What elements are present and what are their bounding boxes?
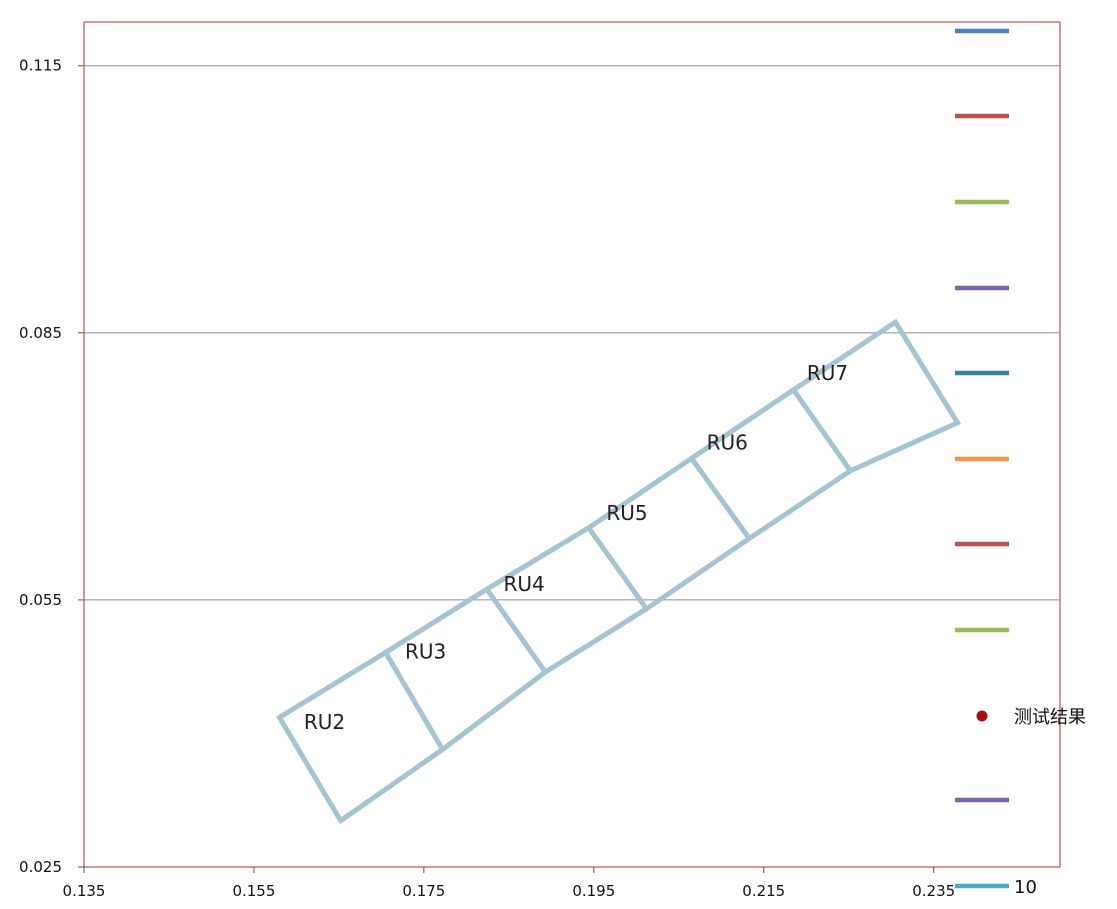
gridlines: [84, 65, 1060, 601]
x-tick-label: 0.235: [912, 882, 955, 900]
legend-label: 10: [1014, 877, 1037, 898]
region-labels: RU2 RU3 RU4 RU5 RU6 RU7: [304, 361, 848, 734]
ru-label-ru5: RU5: [606, 501, 647, 525]
ru-label-ru7: RU7: [807, 361, 848, 385]
legend-label: 测试结果: [1014, 707, 1086, 728]
ru-label-ru3: RU3: [405, 640, 446, 664]
legend-marker-test-result: [976, 710, 988, 722]
x-axis: 0.135 0.155 0.175 0.195 0.215 0.235: [63, 867, 955, 900]
x-tick-label: 0.135: [63, 882, 106, 900]
legend: 测试结果 10: [955, 28, 1086, 898]
cell-divider: [586, 526, 649, 611]
cell-divider: [383, 651, 445, 751]
corridor-polygon: [276, 318, 962, 825]
cell-divider: [791, 388, 853, 473]
y-tick-label: 0.085: [19, 324, 62, 342]
x-tick-label: 0.215: [742, 882, 785, 900]
cell-divider: [689, 456, 752, 540]
ru-label-ru2: RU2: [304, 710, 345, 734]
y-axis: 0.025 0.055 0.085 0.115: [19, 57, 84, 876]
x-tick-label: 0.155: [232, 882, 275, 900]
ru-label-ru4: RU4: [504, 572, 545, 596]
y-tick-label: 0.025: [19, 858, 62, 876]
x-tick-label: 0.195: [572, 882, 615, 900]
plot-frame: [83, 21, 1061, 868]
y-tick-label: 0.055: [19, 591, 62, 609]
y-tick-label: 0.115: [19, 57, 62, 75]
corridor-outline: [276, 318, 962, 825]
cell-divider: [484, 587, 548, 674]
ru-label-ru6: RU6: [707, 430, 748, 454]
axes: 0.025 0.055 0.085 0.115 0.135 0.155 0.175 0.19…: [19, 57, 955, 900]
x-tick-label: 0.175: [402, 882, 445, 900]
